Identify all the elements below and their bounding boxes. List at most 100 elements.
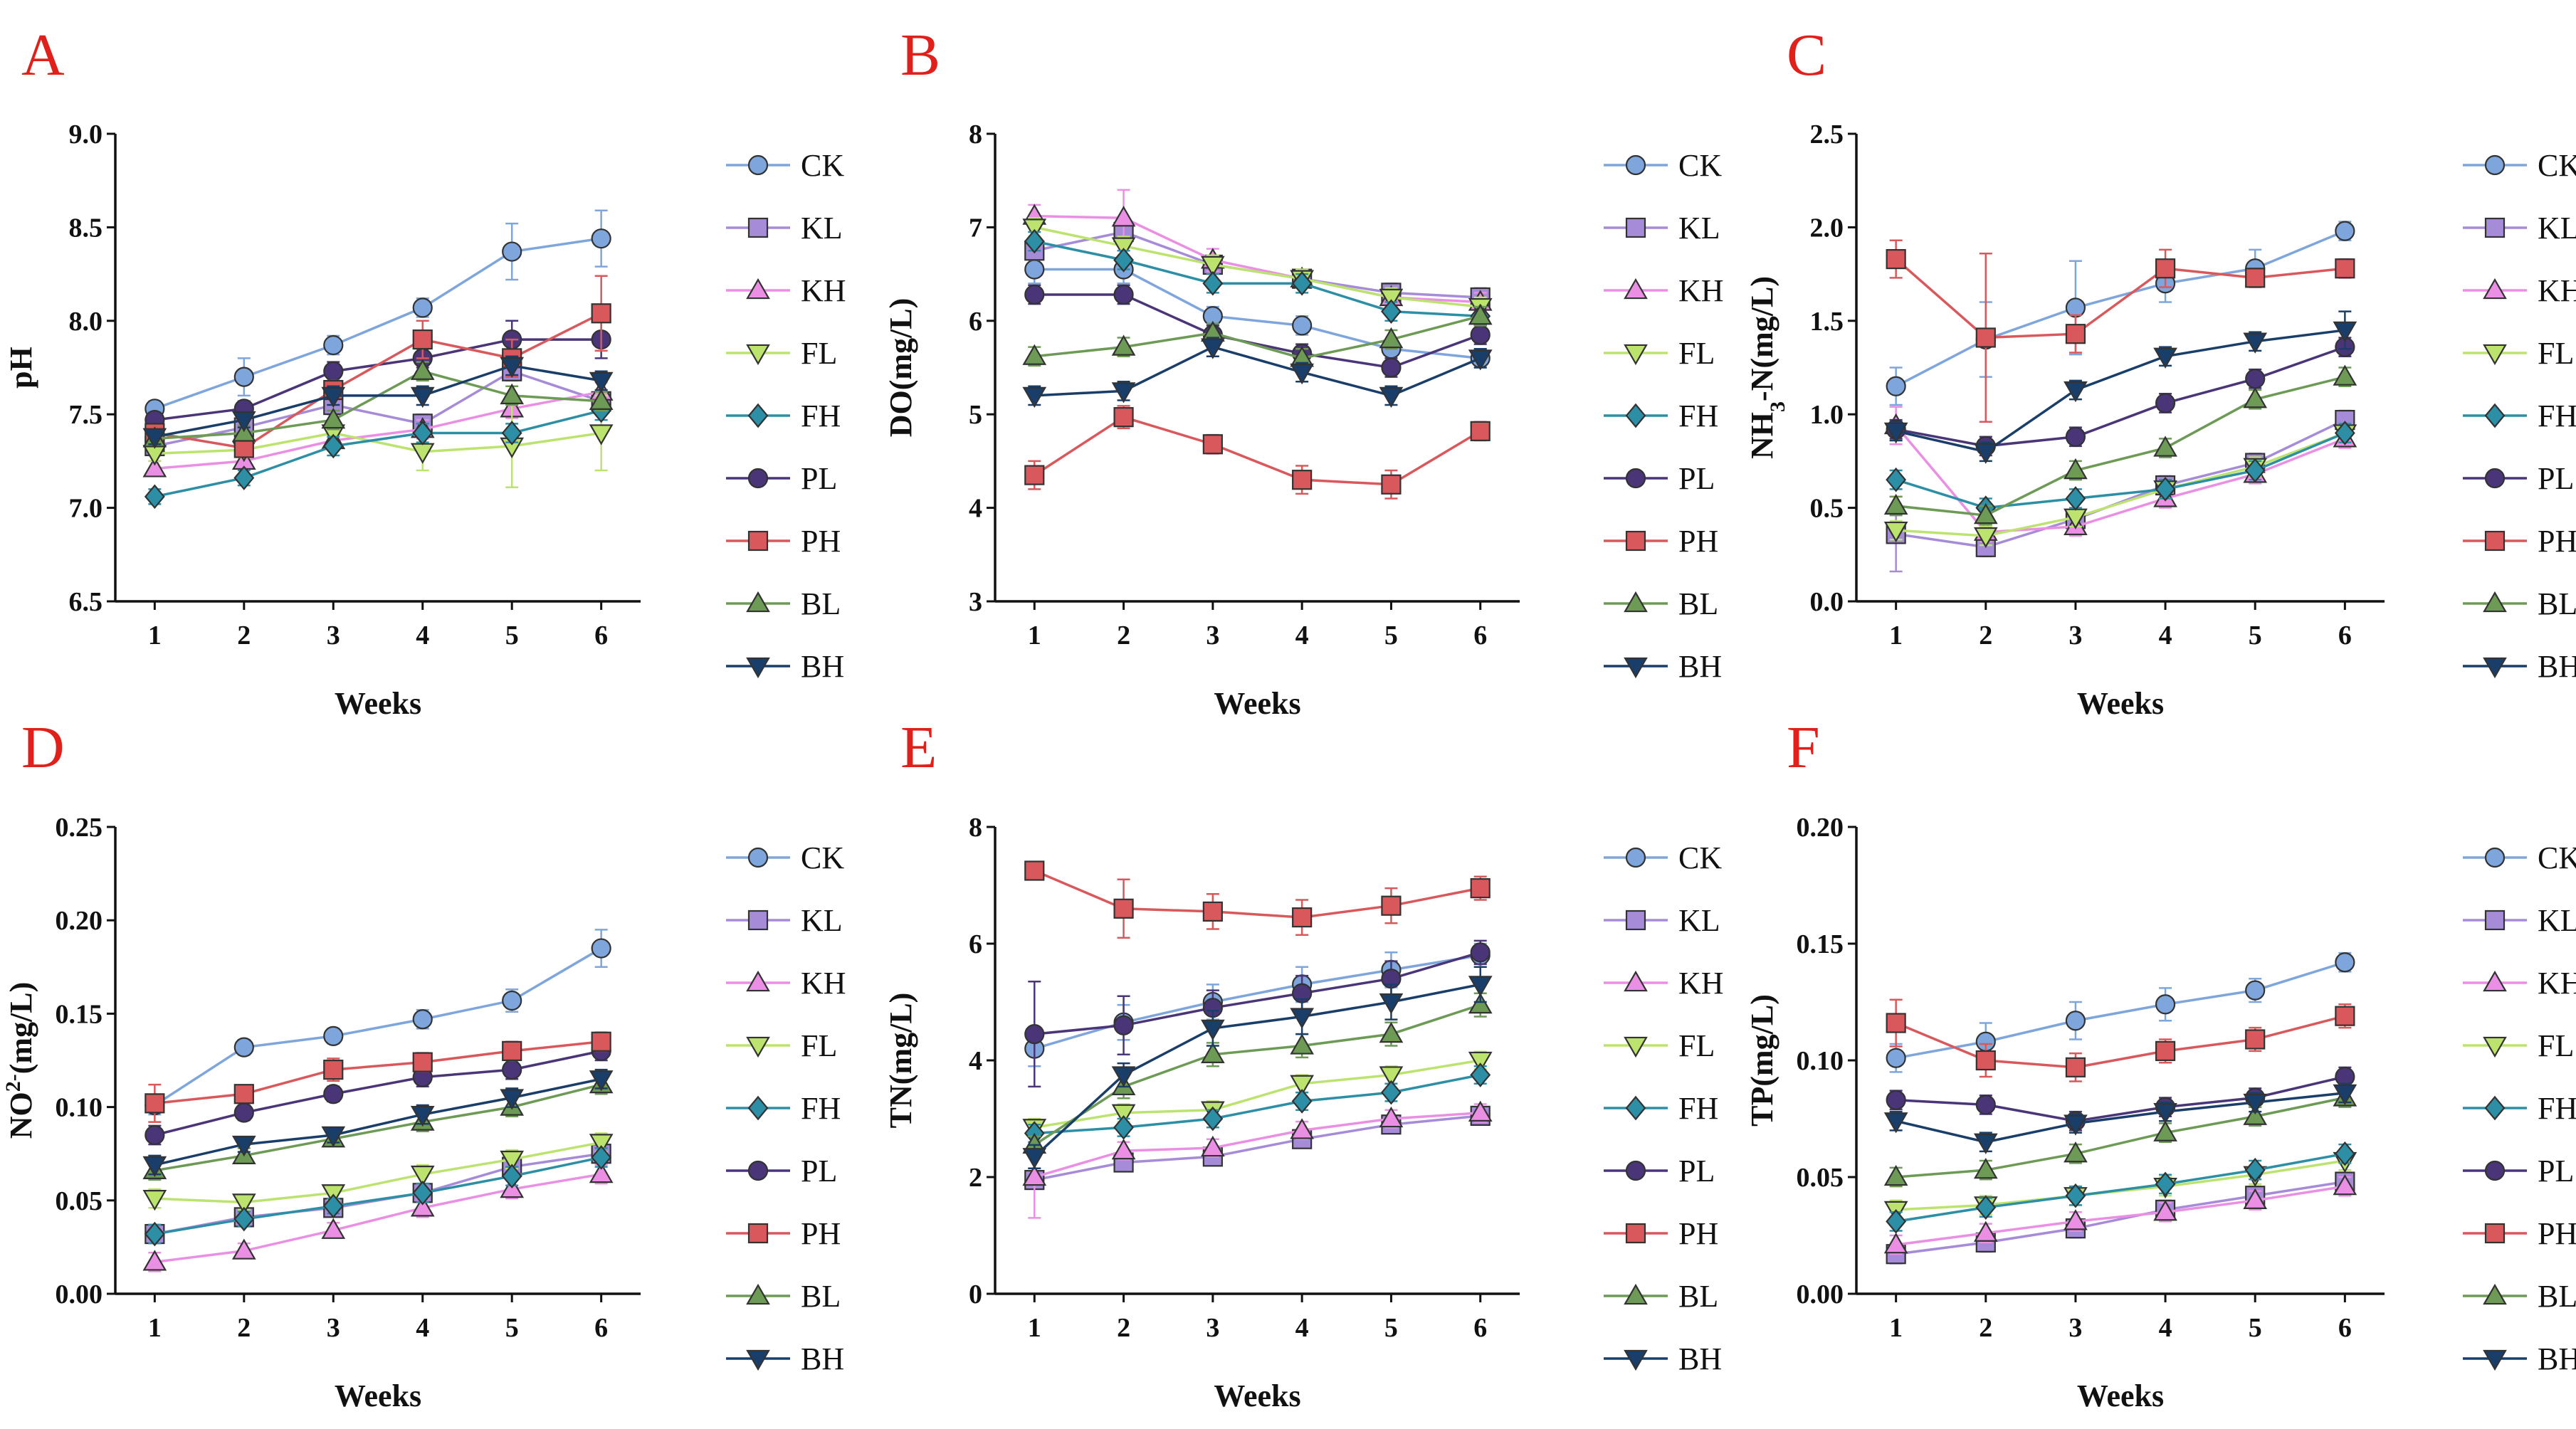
x-tick-label: 3 <box>1206 621 1219 650</box>
data-point-bh <box>1290 1008 1314 1029</box>
y-tick-label: 4 <box>969 1046 982 1076</box>
panel-letter: A <box>21 22 65 88</box>
data-point-bl <box>2064 1141 2088 1163</box>
legend-label-ck: CK <box>1678 840 1722 875</box>
data-point-kh <box>1290 1118 1314 1139</box>
data-point-ph <box>2245 268 2266 288</box>
data-point-kh <box>1201 1135 1225 1157</box>
legend-marker-bh <box>2483 657 2507 679</box>
data-point-pl <box>1470 325 1491 345</box>
legend-label-pl: PL <box>2538 461 2574 496</box>
series-line-kh <box>1896 1185 2345 1246</box>
legend-marker-kh <box>1624 970 1648 992</box>
legend-label-kh: KH <box>1678 966 1724 1001</box>
legend-marker-bl <box>746 1283 770 1305</box>
series-ph <box>1886 239 2355 423</box>
legend-marker-ck <box>1625 847 1646 868</box>
series-kh <box>1022 1100 1493 1219</box>
chart-panel-c: C 0.0 0.5 1.0 1.5 2.0 2.5 1 2 3 4 5 6 Weeks NH3-N(mg/L… <box>1745 22 2576 721</box>
data-point-fh <box>1202 270 1224 296</box>
data-point-bl <box>2064 458 2088 480</box>
data-point-fl <box>142 1190 167 1211</box>
y-tick-label: 8 <box>969 813 982 843</box>
data-point-pl <box>323 361 344 381</box>
chart-panel-d: D 0.00 0.05 0.10 0.15 0.20 0.25 1 2 3 4 5 6 Weeks NO2-… <box>1 714 846 1413</box>
data-point-bh <box>589 371 614 394</box>
series-line-kh <box>1034 1112 1481 1178</box>
data-point-fh <box>1202 1106 1224 1132</box>
series-bl <box>1022 304 1493 369</box>
panel-letter: F <box>1787 714 1820 781</box>
data-point-ph <box>1975 327 1996 348</box>
legend-marker-bh <box>746 1349 770 1371</box>
series-fl <box>1022 1050 1493 1140</box>
legend-marker-fl <box>2483 344 2507 366</box>
data-point-fh <box>501 1164 522 1189</box>
data-point-bh <box>2333 321 2357 343</box>
y-tick-label: 9.0 <box>69 120 103 149</box>
data-point-kh <box>589 1161 614 1183</box>
data-point-ph <box>1113 407 1134 428</box>
data-point-fl <box>1379 1066 1404 1087</box>
data-point-bh <box>1201 1019 1225 1041</box>
x-tick-label: 3 <box>327 621 340 650</box>
series-line-fh <box>154 1156 602 1235</box>
legend-marker-fl <box>746 1036 770 1058</box>
series-line-bh <box>1034 345 1481 397</box>
series-line-fh <box>1034 1073 1481 1135</box>
legend: CK KL KH FL FH PL PH BL BH <box>1604 840 1724 1376</box>
data-point-fh <box>1381 1080 1402 1105</box>
legend-label-fl: FL <box>801 336 837 371</box>
legend-marker-ck <box>747 154 769 176</box>
data-point-ph <box>1292 470 1313 490</box>
legend-marker-fh <box>2484 1095 2506 1121</box>
data-point-bl <box>2153 436 2177 457</box>
legend-label-bl: BL <box>801 586 841 621</box>
legend-marker-bl <box>2483 1283 2507 1305</box>
series-line-bl <box>1034 1003 1481 1146</box>
data-point-ph <box>1202 901 1223 922</box>
data-point-fh <box>1886 1209 1907 1234</box>
series-line-pl <box>1896 1075 2345 1123</box>
panel-letter: E <box>900 714 937 781</box>
data-point-kh <box>1111 206 1136 227</box>
legend-label-fh: FH <box>801 399 841 433</box>
legend-marker-bh <box>1624 657 1648 679</box>
x-tick-label: 4 <box>2159 1313 2172 1343</box>
x-tick-label: 2 <box>1979 1313 1992 1343</box>
legend-label-kl: KL <box>801 903 843 938</box>
legend-marker-bl <box>1624 1283 1648 1305</box>
legend-marker-kl <box>2484 909 2506 931</box>
legend-marker-ph <box>2484 530 2506 552</box>
data-point-ph <box>2335 1006 2355 1026</box>
legend-marker-bl <box>1624 591 1648 613</box>
legend-label-kh: KH <box>2538 966 2576 1001</box>
data-point-bh <box>2064 1114 2088 1136</box>
data-point-bh <box>231 411 256 433</box>
series-line-ph <box>154 1040 601 1105</box>
legend-marker-ph <box>747 1223 769 1244</box>
data-point-bl <box>2153 1120 2177 1141</box>
data-point-fl <box>231 1193 256 1215</box>
data-point-bh <box>1111 382 1136 404</box>
data-point-fh <box>1886 467 1907 492</box>
data-point-bh <box>1379 993 1404 1015</box>
y-tick-label: 1.5 <box>1810 307 1844 337</box>
data-point-ph <box>412 329 433 350</box>
series-kh <box>1883 1174 2357 1255</box>
y-axis-title: TN(mg/L) <box>883 993 918 1129</box>
legend-label-bl: BL <box>801 1279 841 1314</box>
x-tick-label: 2 <box>1117 1313 1130 1343</box>
series-line-bl <box>1034 315 1481 360</box>
x-tick-label: 4 <box>1295 1313 1309 1343</box>
data-point-ph <box>2065 1057 2086 1077</box>
y-tick-label: 0.10 <box>56 1093 103 1123</box>
x-tick-label: 4 <box>416 1313 429 1343</box>
data-point-ph <box>1381 895 1402 916</box>
data-point-fh <box>2244 1157 2266 1183</box>
legend-label-ph: PH <box>801 1216 841 1251</box>
x-axis-title: Weeks <box>1214 686 1300 721</box>
data-point-kh <box>2243 1188 2268 1209</box>
series-line-bh <box>1896 329 2345 453</box>
legend-label-fl: FL <box>801 1028 837 1063</box>
